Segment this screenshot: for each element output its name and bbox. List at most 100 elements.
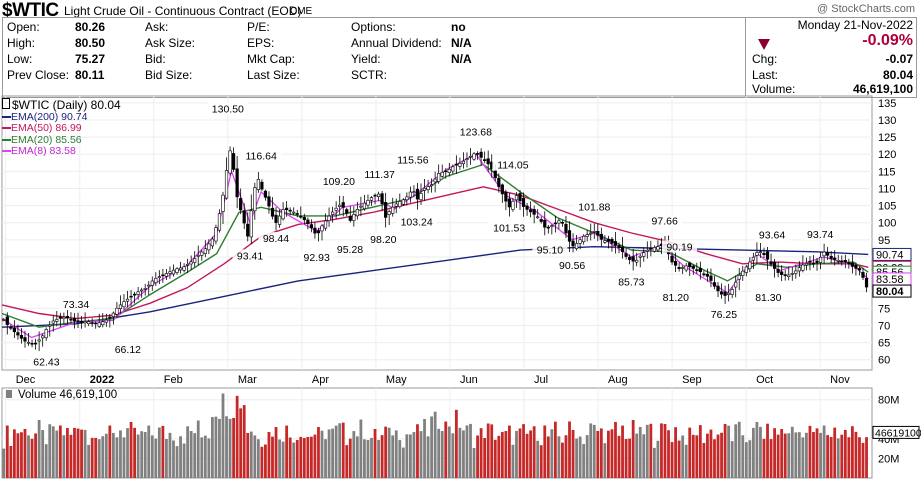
candle-body (30, 342, 34, 345)
annotation-bg (488, 221, 530, 234)
volume-bar (568, 421, 571, 478)
volume-bar (819, 432, 822, 478)
volume-bar (631, 419, 635, 478)
volume-bar (51, 426, 55, 478)
volume-bar (822, 425, 826, 478)
candle-body (776, 269, 780, 273)
price-annotation: 62.43 (33, 356, 59, 368)
candle-body (94, 322, 98, 325)
legend-price-label: $WTIC (Daily) 80.04 (12, 98, 121, 112)
volume-bar (447, 426, 451, 478)
chart-legend: $WTIC (Daily) 80.04 EMA(200) 90.74 EMA(5… (2, 98, 121, 158)
volume-bar (730, 441, 734, 478)
candle-body (323, 220, 328, 229)
volume-bar (649, 423, 653, 478)
candle-body (603, 240, 607, 243)
candle-body (341, 202, 345, 208)
candle-body (762, 253, 766, 255)
candle-body (468, 155, 473, 158)
candle-body (380, 193, 384, 205)
price-tick-label: 125 (878, 132, 896, 144)
candle-body (12, 327, 16, 333)
candle-body (677, 267, 681, 269)
volume-bar (104, 433, 108, 478)
volume-bar (62, 435, 66, 478)
copyright-label[interactable]: @ StockCharts.com (817, 3, 915, 15)
month-label: Nov (830, 374, 850, 386)
candle-body (794, 270, 798, 274)
candle-body (140, 289, 144, 292)
volume-bar (161, 425, 165, 478)
annotation-bg (658, 291, 694, 304)
candle-body (695, 269, 699, 271)
bid-size-label: Bid Size: (145, 68, 193, 82)
volume-bar (621, 425, 624, 478)
candle-body (44, 329, 48, 339)
volume-bar (391, 435, 395, 478)
volume-bar (334, 425, 338, 478)
volume-bar (599, 428, 603, 478)
candle-body (48, 324, 52, 327)
candle-body (355, 209, 359, 217)
volume-bar (203, 435, 207, 478)
low-label: Low: (7, 52, 33, 66)
volume-bar (101, 436, 105, 478)
annual-dividend-value: N/A (451, 36, 472, 50)
price-annotation: 116.64 (245, 151, 276, 163)
candle-body (249, 210, 253, 238)
month-label: Oct (756, 374, 773, 386)
candle-body (525, 205, 529, 210)
volume-bar (603, 443, 607, 478)
candle-body (277, 215, 282, 225)
candle-body (514, 195, 519, 201)
candle-body (345, 209, 349, 214)
month-label: Dec (16, 374, 36, 386)
candle-body (628, 256, 632, 260)
candle-body (157, 276, 161, 278)
volume-bar (165, 438, 168, 478)
candle-body (154, 278, 158, 284)
volume-bar (423, 418, 426, 478)
candle-body (465, 158, 469, 160)
volume-bar (709, 429, 713, 478)
volume-bar (734, 424, 738, 478)
candle-body (486, 158, 490, 165)
volume-plot-frame (1, 387, 873, 479)
annotation-bg (573, 200, 615, 213)
price-annotation: 76.25 (711, 309, 737, 321)
volume-bar (614, 421, 617, 478)
candle-body (592, 231, 596, 233)
candle-body (210, 238, 214, 247)
candle-body (143, 288, 147, 290)
volume-bar (218, 418, 221, 478)
candle-body (847, 262, 851, 265)
volume-bar (373, 428, 377, 478)
volume-bar (288, 437, 292, 478)
candle-body (826, 252, 830, 256)
candle-body (854, 264, 858, 269)
volume-bar (119, 430, 122, 478)
volume-bar (253, 435, 257, 478)
volume-bar (476, 435, 479, 478)
candle-body (65, 316, 70, 319)
volume-bar (529, 430, 533, 478)
price-annotation: 130.50 (212, 103, 244, 115)
quote-panel: Open: 80.26 High: 80.50 Low: 75.27 Prev … (2, 17, 917, 98)
volume-bar (497, 435, 501, 478)
candle-body (734, 281, 738, 288)
volume-tick-label: 20M (878, 453, 899, 465)
candle-body (309, 224, 313, 229)
candle-body (51, 320, 55, 324)
candle-body (232, 153, 236, 170)
price-tick-label: 135 (878, 98, 896, 110)
volume-bar (553, 421, 557, 478)
volume-bar (249, 431, 253, 478)
candle-body (313, 227, 317, 234)
candle-body (769, 261, 773, 265)
candle-body (606, 238, 611, 242)
candle-body (316, 230, 321, 234)
ema-line-50 (1, 186, 869, 320)
chg-label: Chg: (752, 52, 778, 66)
candle-body (475, 153, 480, 155)
